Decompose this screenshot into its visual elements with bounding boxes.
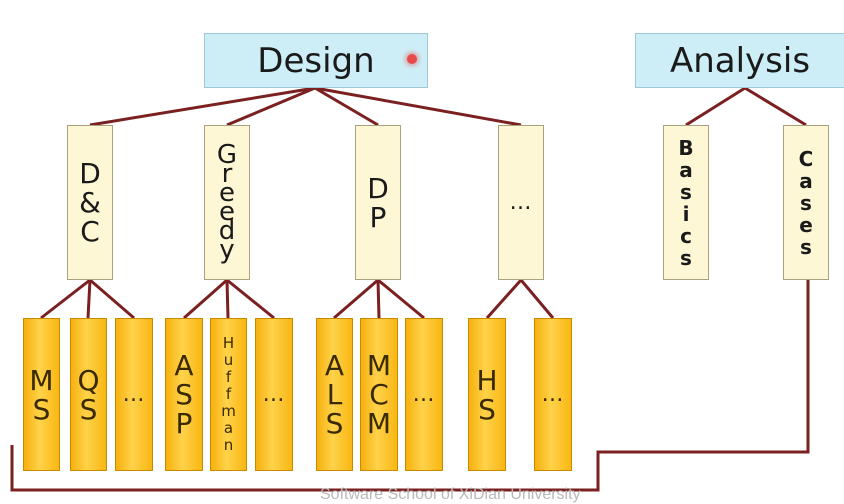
edge-dc-qs [86,279,92,319]
leaf-node-dc-more: … [115,318,153,471]
edge-more-more [519,279,555,319]
category-label-dp: D P [367,171,389,234]
leaf-node-asp: A S P [165,318,203,471]
watermark: Software School of XiDian University [320,486,581,503]
pointer-dot [407,54,417,64]
edge-more-hs [485,278,523,320]
edge-greedy-huffman [225,279,230,319]
category-node-dc: D & C [67,125,113,280]
edge-design-greedy [226,86,316,127]
edge-design-dc [89,86,316,127]
edge-dc-more [89,278,135,320]
edge-dp-als [333,278,379,320]
leaf-label-huffman: H u f f m a n [221,334,236,454]
category-node-more: … [498,125,544,280]
leaf-label-greedy-more: … [262,382,286,407]
edge-dp-mcm [376,279,381,319]
edge-greedy-more [226,278,275,320]
analysis-node-basics: B a s i c s [663,125,709,280]
category-label-more: … [509,190,533,215]
leaf-node-hs: H S [468,318,506,471]
design-node: Design [204,33,428,88]
edge-greedy-asp [183,278,228,320]
leaf-node-qs: Q S [70,318,107,471]
leaf-node-greedy-more: … [255,318,293,471]
analysis-label-cases: C a s e s [798,146,814,259]
leaf-label-mcm: M C M [366,349,392,440]
category-node-greedy: G r e e d y [204,125,250,280]
category-node-dp: D P [355,125,401,280]
analysis-node-cases: C a s e s [783,125,829,280]
leaf-node-dp-more: … [405,318,443,471]
leaf-label-qs: Q S [77,363,100,426]
analysis-label: Analysis [669,40,811,81]
leaf-node-mcm: M C M [360,318,398,471]
design-label: Design [257,40,375,81]
edge-design-more [314,86,522,127]
analysis-node: Analysis [635,33,844,88]
edge-dc-ms [40,278,91,320]
leaf-label-asp: A S P [174,349,194,440]
edge-design-dp [314,86,379,127]
category-label-dc: D & C [79,157,101,248]
leaf-label-more-more: … [541,382,565,407]
leaf-label-dc-more: … [122,382,146,407]
category-label-greedy: G r e e d y [216,139,238,265]
edge-dp-more [377,278,425,320]
leaf-node-huffman: H u f f m a n [210,318,247,471]
leaf-label-dp-more: … [412,382,436,407]
leaf-node-ms: M S [23,318,60,471]
analysis-label-basics: B a s i c s [678,135,694,270]
leaf-label-ms: M S [29,363,54,426]
edge-analysis-basics [685,86,746,127]
leaf-node-als: A L S [316,318,353,471]
edge-analysis-cases [744,86,807,127]
leaf-label-als: A L S [324,349,345,440]
leaf-node-more-more: … [534,318,572,471]
bracket-leaves-to-cases [10,280,810,492]
leaf-label-hs: H S [476,363,498,426]
